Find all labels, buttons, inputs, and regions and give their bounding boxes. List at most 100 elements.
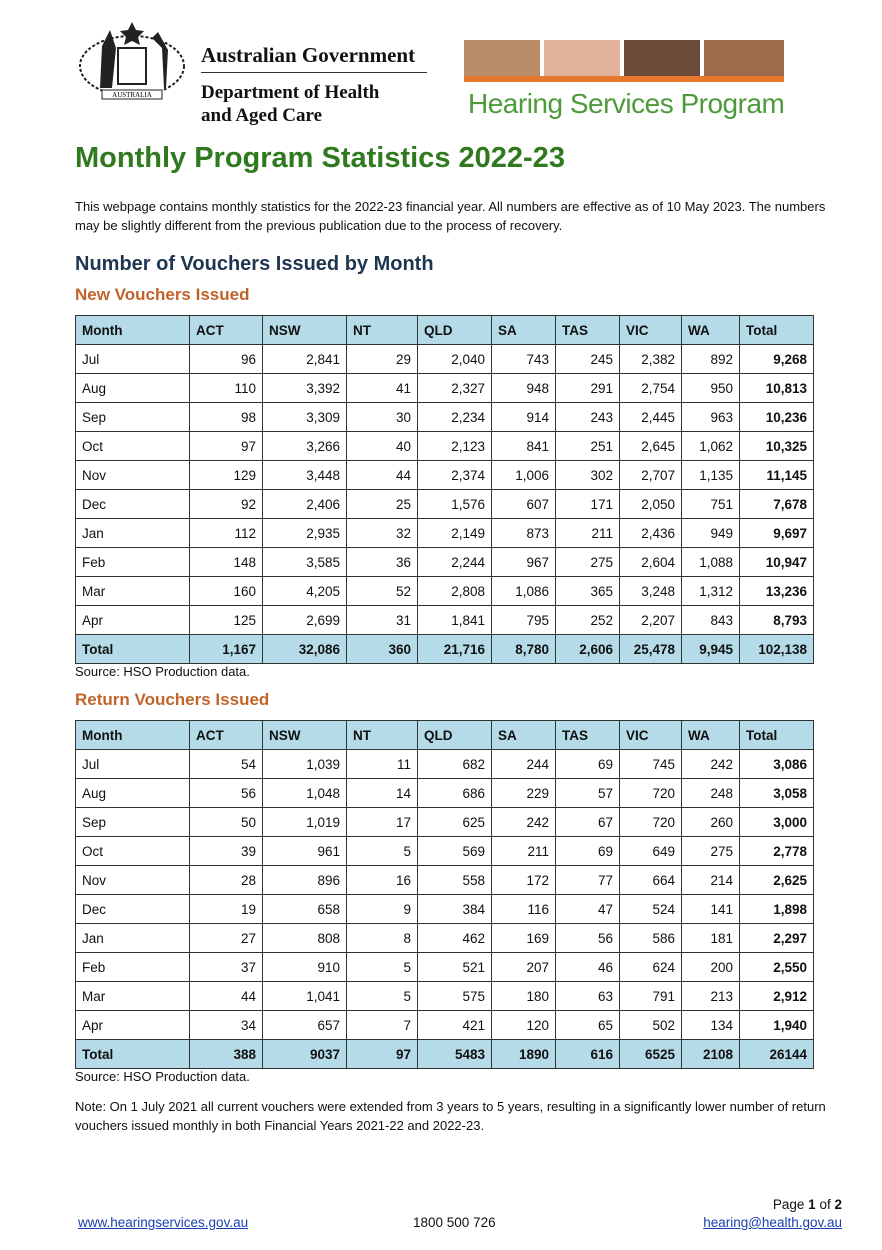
- header-cell: VIC: [619, 720, 682, 750]
- data-row: Oct 39 961 5 569 211 69 649 275 2,778: [75, 836, 814, 866]
- cell: 569: [417, 836, 492, 866]
- data-row: Jul 54 1,039 11 682 244 69 745 242 3,086: [75, 749, 814, 779]
- cell: 384: [417, 894, 492, 924]
- cell: 682: [417, 749, 492, 779]
- cell: 2,123: [417, 431, 492, 461]
- email-link[interactable]: hearing@health.gov.au: [703, 1215, 842, 1230]
- cell: 1,576: [417, 489, 492, 519]
- cell: 686: [417, 778, 492, 808]
- cell: 2,445: [619, 402, 682, 432]
- total-cell: 1890: [491, 1039, 556, 1069]
- header-cell: Month: [75, 720, 190, 750]
- cell: 3,392: [262, 373, 347, 403]
- cell: 275: [555, 547, 620, 577]
- cell: Aug: [75, 778, 190, 808]
- cell: 7,678: [739, 489, 814, 519]
- data-row: Nov 129 3,448 44 2,374 1,006 302 2,707 1,135 11,1…: [75, 460, 814, 490]
- data-row: Feb 37 910 5 521 207 46 624 200 2,550: [75, 952, 814, 982]
- cell: 56: [555, 923, 620, 953]
- website-link[interactable]: www.hearingservices.gov.au: [78, 1215, 249, 1230]
- section-heading: Number of Vouchers Issued by Month: [75, 253, 434, 275]
- header-cell: TAS: [555, 315, 620, 345]
- cell: 207: [491, 952, 556, 982]
- cell: 2,645: [619, 431, 682, 461]
- cell: 624: [619, 952, 682, 982]
- cell: 11: [346, 749, 418, 779]
- cell: 2,207: [619, 605, 682, 635]
- cell: 1,041: [262, 981, 347, 1011]
- cell: 2,234: [417, 402, 492, 432]
- cell: 29: [346, 344, 418, 374]
- cell: 50: [189, 807, 263, 837]
- data-row: Jan 27 808 8 462 169 56 586 181 2,297: [75, 923, 814, 953]
- cell: 950: [681, 373, 740, 403]
- cell: 2,050: [619, 489, 682, 519]
- total-cell: 1,167: [189, 634, 263, 664]
- cell: 1,135: [681, 460, 740, 490]
- cell: Aug: [75, 373, 190, 403]
- cell: 47: [555, 894, 620, 924]
- cell: 3,266: [262, 431, 347, 461]
- cell: 302: [555, 460, 620, 490]
- title: Monthly Program Statistics 2022-23: [75, 142, 565, 174]
- cell: 524: [619, 894, 682, 924]
- header-cell: ACT: [189, 315, 263, 345]
- cell: 3,000: [739, 807, 814, 837]
- cell: 745: [619, 749, 682, 779]
- cell: 421: [417, 1010, 492, 1040]
- total-cell: 360: [346, 634, 418, 664]
- cell: 69: [555, 749, 620, 779]
- cell: 3,585: [262, 547, 347, 577]
- cell: 795: [491, 605, 556, 635]
- cell: 36: [346, 547, 418, 577]
- cell: 243: [555, 402, 620, 432]
- cell: 52: [346, 576, 418, 606]
- cell: 260: [681, 807, 740, 837]
- cell: 13,236: [739, 576, 814, 606]
- header-cell: WA: [681, 720, 740, 750]
- total-cell: 32,086: [262, 634, 347, 664]
- cell: Dec: [75, 489, 190, 519]
- cell: 3,448: [262, 460, 347, 490]
- cell: 125: [189, 605, 263, 635]
- cell: 2,382: [619, 344, 682, 374]
- total-row: Total 388 9037 97 5483 1890 616 6525 2108 26144: [75, 1039, 814, 1069]
- cell: 843: [681, 605, 740, 635]
- cell: 2,912: [739, 981, 814, 1011]
- cell: 275: [681, 836, 740, 866]
- cell: 181: [681, 923, 740, 953]
- cell: 11,145: [739, 460, 814, 490]
- cell: 211: [555, 518, 620, 548]
- header-cell: SA: [491, 720, 556, 750]
- header-cell: ACT: [189, 720, 263, 750]
- cell: 961: [262, 836, 347, 866]
- cell: 657: [262, 1010, 347, 1040]
- cell: 2,699: [262, 605, 347, 635]
- dept-name: Department of Health and Aged Care: [201, 81, 379, 127]
- cell: 252: [555, 605, 620, 635]
- cell: 5: [346, 836, 418, 866]
- cell: 172: [491, 865, 556, 895]
- cell: 1,048: [262, 778, 347, 808]
- cell: 2,297: [739, 923, 814, 953]
- cell: 1,088: [681, 547, 740, 577]
- cell: 2,374: [417, 460, 492, 490]
- cell: Nov: [75, 865, 190, 895]
- page-label: Page: [772, 1197, 805, 1212]
- total-cell: Total: [75, 1039, 190, 1069]
- cell: 34: [189, 1010, 263, 1040]
- table-body: Month ACT NSW NT QLD SA TAS VIC WA Total Jul 96 2,84…: [75, 315, 814, 664]
- cell: 134: [681, 1010, 740, 1040]
- cell: 949: [681, 518, 740, 548]
- cell: Dec: [75, 894, 190, 924]
- cell: 3,086: [739, 749, 814, 779]
- cell: 41: [346, 373, 418, 403]
- cell: 44: [189, 981, 263, 1011]
- phone: 1800 500 726: [413, 1215, 496, 1230]
- cell: Jan: [75, 923, 190, 953]
- data-row: Sep 98 3,309 30 2,234 914 243 2,445 963 10,236: [75, 402, 814, 432]
- cell: 914: [491, 402, 556, 432]
- total-cell: 388: [189, 1039, 263, 1069]
- cell: 19: [189, 894, 263, 924]
